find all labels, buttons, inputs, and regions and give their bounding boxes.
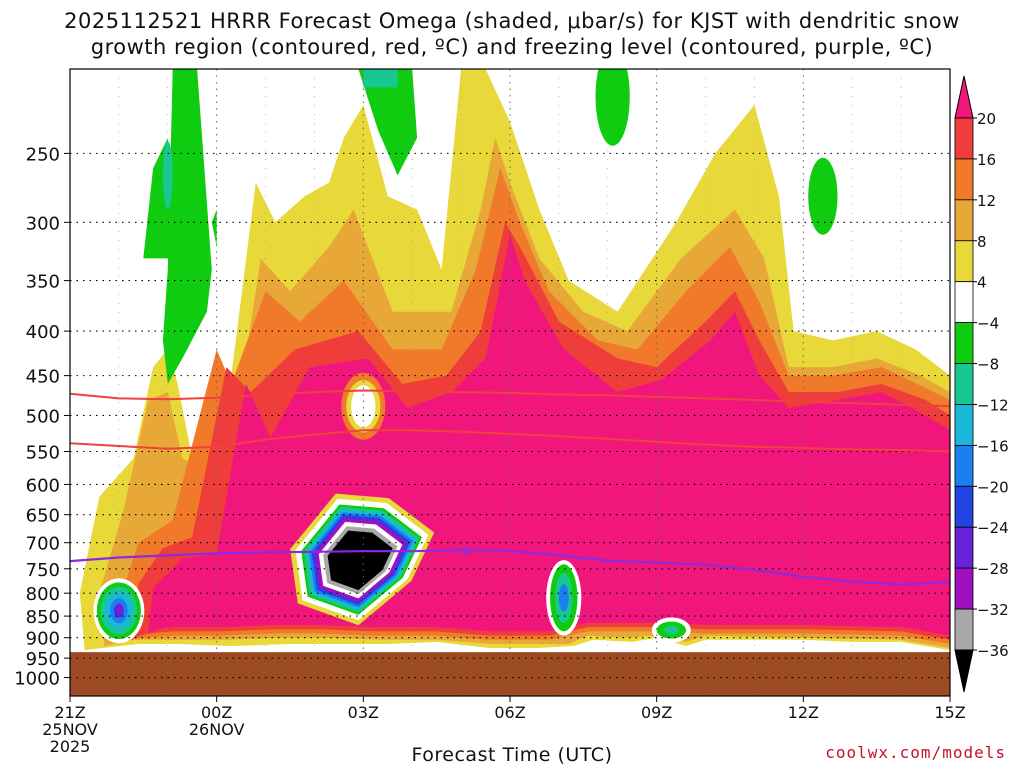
colorbar-label-9: −20 [977,478,1009,496]
y-tick-label-400: 400 [26,322,60,343]
colorbar-label-1: 16 [977,151,996,169]
colorbar-label-8: −16 [977,437,1009,455]
colorbar-segment-6 [954,363,974,405]
colorbar-segment-0 [954,117,974,160]
colorbar-label-0: 20 [977,110,996,128]
colorbar-label-4: 4 [977,274,987,292]
y-tick-label-600: 600 [26,475,60,496]
colorbar-label-5: −4 [977,315,999,333]
omega-descent-cell-small-ring-2 [664,625,679,635]
y-tick-label-500: 500 [26,406,60,427]
y-tick-label-550: 550 [26,443,60,464]
y-tick-label-700: 700 [26,534,60,555]
omega-descent-core-ring-11 [327,530,393,591]
colorbar-segment-7 [954,404,974,446]
y-tick-label-950: 950 [26,649,60,670]
colorbar-under-arrow [954,649,974,693]
omega-descent-cell-mid-ring-3 [558,584,569,612]
y-tick-label-450: 450 [26,367,60,388]
omega-negative-upper-mid-core [363,69,398,88]
colorbar-segment-11 [954,567,974,610]
omega-negative-upper-right [595,69,630,146]
omega-negative-thin-plume [211,209,217,247]
chart-title-line-2: growth region (contoured, red, ºC) and f… [90,35,934,59]
y-tick-label-750: 750 [26,560,60,581]
x-tick-label-3-0: 00Z [201,703,232,722]
x-tick-label-12-0: 09Z [641,703,672,722]
y-tick-label-300: 300 [26,213,60,234]
colorbar-segment-10 [954,526,974,569]
freezing-level-label-marker [462,547,470,555]
colorbar-label-3: 8 [977,233,987,251]
colorbar-label-6: −8 [977,356,999,374]
colorbar-label-2: 12 [977,192,996,210]
contour-line-dendritic-growth-12-c [70,389,950,408]
x-tick-label-6-0: 03Z [348,703,379,722]
colorbar-segment-1 [954,158,974,201]
colorbar-label-11: −28 [977,560,1009,578]
x-tick-label-0-1: 25NOV [42,720,98,739]
colorbar-label-13: −36 [977,642,1009,660]
colorbar-label-10: −24 [977,519,1009,537]
y-tick-label-800: 800 [26,584,60,605]
colorbar-segment-9 [954,485,974,528]
x-tick-label-15-0: 12Z [788,703,819,722]
x-tick-label-3-1: 26NOV [189,720,245,739]
colorbar-segment-8 [954,444,974,487]
omega-descent-cell-left-ring-5 [114,603,124,618]
y-tick-label-350: 350 [26,272,60,293]
omega-negative-upper-left [162,69,212,384]
colorbar-label-12: −32 [977,601,1009,619]
colorbar-segment-4 [954,281,974,324]
colorbar-segment-3 [954,240,974,283]
x-tick-label-0-2: 2025 [50,737,91,756]
site-credit: coolwx.com/models [825,743,1006,762]
x-tick-label-0-0: 21Z [54,703,85,722]
colorbar-segment-2 [954,199,974,242]
colorbar-over-arrow [954,75,974,119]
y-tick-label-250: 250 [26,144,60,165]
colorbar-segment-12 [954,608,974,651]
omega-negative-right [808,157,838,235]
colorbar-segment-5 [954,322,974,364]
omega-negative-upper-mid [358,69,418,176]
omega-negative-upper-left-core [162,141,173,210]
colorbar-label-7: −12 [977,396,1009,414]
contour-line-dendritic-growth-18-c [70,429,950,453]
y-tick-label-650: 650 [26,506,60,527]
x-axis-label: Forecast Time (UTC) [411,744,613,766]
y-tick-label-850: 850 [26,607,60,628]
y-tick-label-900: 900 [26,629,60,650]
chart-title-line-1: 2025112521 HRRR Forecast Omega (shaded, … [64,9,960,33]
contour-line-freezing-level-0-c [70,549,950,586]
y-tick-label-1000: 1000 [14,669,60,690]
omega-hole-white [351,385,376,428]
x-tick-label-18-0: 15Z [934,703,965,722]
x-tick-label-9-0: 06Z [494,703,525,722]
